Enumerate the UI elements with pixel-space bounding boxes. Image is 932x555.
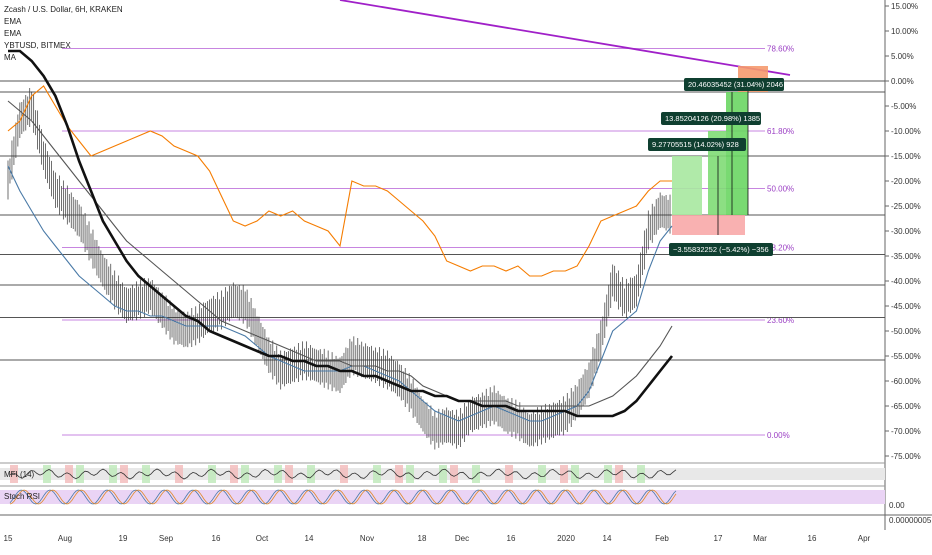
mfi-highlight <box>604 465 612 483</box>
measure-label: 13.85204126 (20.98%) 1385 <box>665 114 760 123</box>
mfi-highlight <box>274 465 282 483</box>
y-tick-label: -45.00% <box>891 302 921 311</box>
measure-label-bg <box>648 138 746 151</box>
mfi-highlight <box>76 465 84 483</box>
y-tick-label: -65.00% <box>891 402 921 411</box>
x-tick-label: 16 <box>212 534 221 543</box>
x-tick-label: Aug <box>58 534 72 543</box>
mfi-highlight <box>175 465 183 483</box>
x-tick-label: 18 <box>418 534 427 543</box>
series-line-4 <box>8 49 674 418</box>
stoch-rsi-label: Stoch RSI <box>4 492 41 501</box>
mfi-label: MFI (14) <box>4 470 35 479</box>
legend-ema-2: EMA <box>4 29 22 38</box>
target-zone-3 <box>726 92 748 215</box>
y-tick-label: -30.00% <box>891 227 921 236</box>
y-tick-label: 10.00% <box>891 27 918 36</box>
legend: Zcash / U.S. Dollar, 6H, KRAKEN EMA EMA … <box>4 4 123 64</box>
mfi-highlight <box>285 465 293 483</box>
y-tick-label: -50.00% <box>891 327 921 336</box>
y-tick-label: 5.00% <box>891 52 914 61</box>
mfi-highlight <box>395 465 403 483</box>
series-line-1 <box>7 85 672 277</box>
mfi-highlight <box>340 465 348 483</box>
mfi-highlight <box>615 465 623 483</box>
measure-label-bg <box>684 78 784 91</box>
series-line-3 <box>7 100 673 407</box>
fib-label: 0.00% <box>767 431 790 440</box>
legend-title: Zcash / U.S. Dollar, 6H, KRAKEN <box>4 5 123 14</box>
legend-ma: MA <box>4 53 16 62</box>
target-zone-2 <box>708 131 726 215</box>
y-tick-label: -40.00% <box>891 277 921 286</box>
y-tick-label: -25.00% <box>891 202 921 211</box>
y-tick-label: 0.00% <box>891 77 914 86</box>
y-tick-label: -10.00% <box>891 127 921 136</box>
measure-label: −3.55832252 (−5.42%) −356 <box>673 245 769 254</box>
x-tick-label: Sep <box>159 534 174 543</box>
sub-axis-label: 0.00000005 <box>889 516 932 525</box>
x-tick-label: Apr <box>858 534 871 543</box>
measure-label: 20.46035452 (31.04%) 2046 <box>688 80 783 89</box>
fib-label: 23.60% <box>767 316 794 325</box>
y-tick-label: -70.00% <box>891 427 921 436</box>
price-axis-bg <box>885 0 932 550</box>
x-tick-label: 16 <box>808 534 817 543</box>
mfi-highlight <box>505 465 513 483</box>
x-tick-label: Oct <box>256 534 269 543</box>
x-tick-label: Mar <box>753 534 767 543</box>
fib-label: 50.00% <box>767 185 794 194</box>
x-tick-label: 17 <box>714 534 723 543</box>
fib-label: 61.80% <box>767 127 794 136</box>
mfi-highlight <box>307 465 315 483</box>
y-tick-label: -20.00% <box>891 177 921 186</box>
measure-label-bg <box>669 243 773 256</box>
sub-axis-label: 0.00 <box>889 501 905 510</box>
mfi-highlight <box>230 465 238 483</box>
legend-ybtusd: YBTUSD, BITMEX <box>4 41 71 50</box>
fib-label: 78.60% <box>767 45 794 54</box>
mfi-highlight <box>450 465 458 483</box>
y-tick-label: -15.00% <box>891 152 921 161</box>
x-tick-label: 2020 <box>557 534 575 543</box>
mfi-highlight <box>538 465 546 483</box>
legend-ema-1: EMA <box>4 17 22 26</box>
stoch-d-line <box>9 489 677 505</box>
mfi-highlight <box>373 465 381 483</box>
mfi-highlight <box>439 465 447 483</box>
mfi-highlight <box>571 465 579 483</box>
measure-label-bg <box>661 112 761 125</box>
y-tick-label: -5.00% <box>891 102 916 111</box>
x-tick-label: 16 <box>507 534 516 543</box>
x-tick-label: 15 <box>4 534 13 543</box>
mfi-highlight <box>637 465 645 483</box>
x-tick-label: Nov <box>360 534 374 543</box>
y-tick-label: -75.00% <box>891 452 921 461</box>
y-tick-label: -60.00% <box>891 377 921 386</box>
fib-label: 38.20% <box>767 244 794 253</box>
x-tick-label: Feb <box>655 534 669 543</box>
x-tick-label: Dec <box>455 534 469 543</box>
measure-label: 9.27705515 (14.02%) 928 <box>652 140 739 149</box>
y-tick-label: -35.00% <box>891 252 921 261</box>
mfi-highlight <box>142 465 150 483</box>
mfi-highlight <box>43 465 51 483</box>
mfi-highlight <box>208 465 216 483</box>
target-zone-1 <box>672 156 702 215</box>
trendline <box>339 0 791 76</box>
mfi-highlight <box>472 465 480 483</box>
mfi-highlight <box>109 465 117 483</box>
x-tick-label: 14 <box>305 534 314 543</box>
stop-zone <box>672 215 745 235</box>
y-tick-label: 15.00% <box>891 2 918 11</box>
mfi-line <box>9 468 677 480</box>
y-tick-label: -55.00% <box>891 352 921 361</box>
mfi-highlight <box>10 465 18 483</box>
x-tick-label: 14 <box>603 534 612 543</box>
x-tick-label: 19 <box>119 534 128 543</box>
